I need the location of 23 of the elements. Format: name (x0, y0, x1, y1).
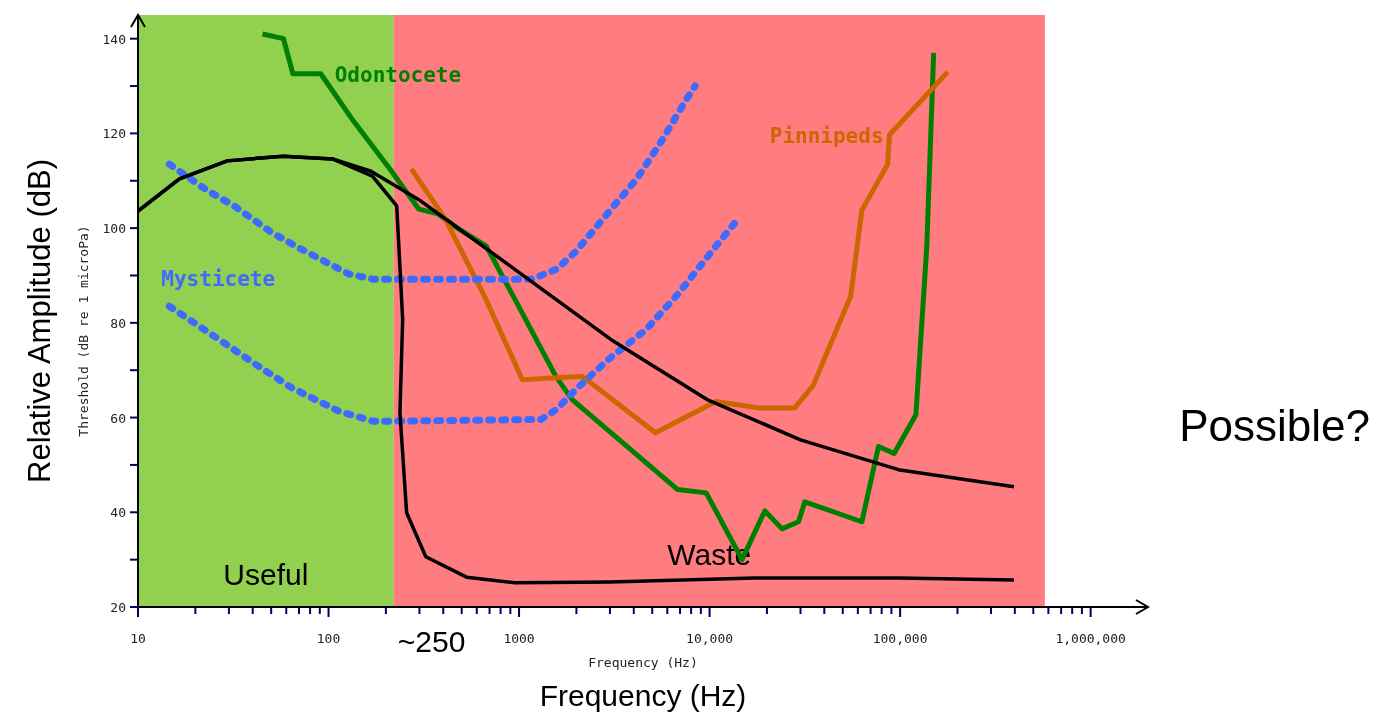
y-tick-label: 80 (110, 315, 126, 331)
series-label: Pinnipeds (769, 123, 884, 148)
x-tick-label: 1,000,000 (1055, 631, 1126, 646)
y-axis-title: Threshold (dB re 1 microPa) (76, 225, 91, 437)
text: Frequency (Hz) (539, 679, 747, 712)
y-tick-label: 120 (102, 126, 126, 142)
text: ~250 (397, 625, 466, 658)
series-label: Odontocete (334, 62, 462, 87)
y-tick-label: 40 (110, 505, 126, 521)
y-tick-label: 100 (102, 221, 126, 237)
y-tick-label: 60 (110, 410, 126, 426)
series-label: Mysticete (161, 267, 276, 292)
y-tick-label: 140 (102, 31, 126, 47)
text: Possible? (1179, 401, 1370, 450)
x-tick-label: 10,000 (686, 631, 734, 646)
x-tick-label: 100 (316, 631, 341, 646)
x-axis-title: Frequency (Hz) (588, 655, 698, 670)
x-tick-label: 10 (130, 631, 146, 646)
band-label: Useful (223, 558, 309, 591)
x-tick-label: 1000 (503, 631, 535, 646)
x-tick-label: 100,000 (872, 631, 928, 646)
text: Relative Amplitude (dB) (22, 159, 57, 483)
y-tick-label: 20 (110, 600, 126, 615)
